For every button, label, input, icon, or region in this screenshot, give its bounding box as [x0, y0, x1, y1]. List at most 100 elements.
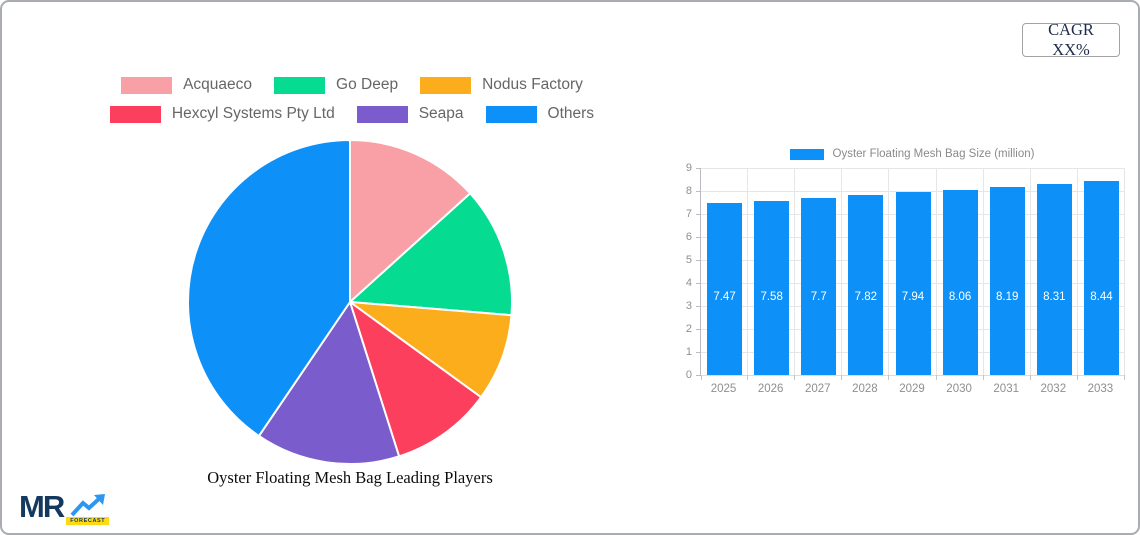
- v-gridline: [841, 168, 843, 375]
- y-tick-mark: [696, 168, 701, 169]
- h-gridline: [701, 191, 1125, 192]
- y-tick-mark: [696, 191, 701, 192]
- v-gridline: [1124, 168, 1125, 375]
- bar-2032[interactable]: 8.31: [1036, 183, 1072, 375]
- x-tick-mark: [794, 375, 796, 380]
- bar-value-label: 8.31: [1043, 291, 1066, 303]
- h-gridline: [701, 168, 1125, 169]
- pie-legend-item-seapa[interactable]: Seapa: [356, 105, 464, 123]
- bar-legend[interactable]: Oyster Floating Mesh Bag Size (million): [700, 148, 1124, 160]
- bar-2028[interactable]: 7.82: [848, 195, 884, 375]
- x-tick-mark: [935, 375, 937, 380]
- bar-value-label: 7.47: [713, 291, 736, 303]
- y-tick-label: 0: [685, 369, 692, 381]
- bar-2027[interactable]: 7.7: [801, 197, 837, 375]
- y-tick-label: 6: [685, 231, 692, 243]
- pie-legend: Acquaeco Go Deep Nodus Factory Hexcyl Syste…: [90, 76, 614, 123]
- bar-2033[interactable]: 8.44: [1083, 180, 1119, 375]
- v-gridline: [794, 168, 796, 375]
- legend-label: Go Deep: [336, 76, 399, 93]
- mrforecast-logo: MR FORECAST: [19, 490, 110, 525]
- pie-slice-acquaeco[interactable]: [349, 138, 472, 305]
- v-gridline: [747, 168, 749, 375]
- y-tick-label: 1: [685, 346, 692, 358]
- bar-2031[interactable]: 8.19: [989, 186, 1025, 375]
- bar-value-label: 7.82: [854, 291, 878, 303]
- bar-2025[interactable]: 7.47: [707, 203, 743, 375]
- logo-art: FORECAST: [66, 494, 110, 525]
- legend-label: Nodus Factory: [482, 76, 583, 93]
- cagr-button[interactable]: CAGR XX%: [1022, 20, 1120, 59]
- y-tick-mark: [696, 260, 701, 261]
- y-tick-mark: [696, 329, 701, 330]
- y-tick-label: 9: [685, 162, 692, 174]
- bar-value-label: 7.7: [810, 291, 827, 303]
- pie-legend-item-acquaeco[interactable]: Acquaeco: [121, 76, 252, 94]
- x-tick-label: 2025: [710, 383, 737, 395]
- y-tick-label: 3: [685, 300, 692, 312]
- x-tick-mark: [1076, 375, 1078, 380]
- trend-arrow-icon: [70, 494, 105, 517]
- v-gridline: [1029, 168, 1031, 375]
- y-tick-label: 8: [685, 185, 692, 197]
- logo-badge: FORECAST: [66, 517, 110, 525]
- y-tick-mark: [696, 306, 701, 307]
- v-gridline: [935, 168, 937, 375]
- v-gridline: [1076, 168, 1078, 375]
- bar-value-label: 8.19: [996, 291, 1019, 303]
- pie-slice-hexcyl-systems-pty-ltd[interactable]: [348, 299, 483, 458]
- x-tick-mark: [1029, 375, 1031, 380]
- y-tick-mark: [696, 375, 701, 376]
- bar-2029[interactable]: 7.94: [895, 192, 931, 375]
- pie-legend-item-nodus-factory[interactable]: Nodus Factory: [420, 76, 583, 94]
- legend-swatch-icon: [109, 105, 161, 123]
- pie-slice-others[interactable]: [186, 138, 351, 438]
- y-tick-label: 2: [685, 323, 692, 335]
- pie-legend-item-go-deep[interactable]: Go Deep: [274, 76, 398, 94]
- legend-label: Seapa: [418, 105, 464, 122]
- x-tick-label: 2033: [1087, 383, 1114, 395]
- x-tick-mark: [841, 375, 843, 380]
- bar-value-label: 7.94: [901, 291, 925, 303]
- bar-value-label: 8.44: [1090, 291, 1113, 303]
- bar-plot-area: 7.47 7.58 7.7 7.82 7.94 8.06 8.19 8.31 8.44: [696, 168, 1125, 380]
- y-tick-mark: [696, 352, 701, 353]
- pie-legend-item-hexcyl-systems-pty-ltd[interactable]: Hexcyl Systems Pty Ltd: [109, 105, 335, 123]
- x-tick-label: 2030: [946, 383, 972, 395]
- x-tick-mark: [747, 375, 749, 380]
- pie-legend-item-others[interactable]: Others: [485, 105, 595, 123]
- legend-label: Acquaeco: [183, 76, 253, 93]
- x-tick-label: 2028: [852, 383, 878, 395]
- bar-y-axis: 0 1 2 3 4 5 6 7 8 9: [666, 162, 692, 381]
- bar-legend-swatch-icon: [789, 148, 824, 160]
- x-tick-label: 2026: [757, 383, 784, 395]
- y-tick-mark: [696, 283, 701, 284]
- pie-chart-title: Oyster Floating Mesh Bag Leading Players: [207, 468, 493, 487]
- y-tick-label: 5: [685, 254, 692, 266]
- pie-slice-seapa[interactable]: [257, 299, 401, 465]
- pie-chart: [186, 138, 513, 465]
- x-tick-label: 2027: [804, 383, 831, 395]
- legend-swatch-icon: [356, 105, 408, 123]
- bar-2030[interactable]: 8.06: [942, 189, 978, 375]
- x-tick-label: 2032: [1040, 383, 1067, 395]
- y-tick-mark: [696, 237, 701, 238]
- bar-legend-label: Oyster Floating Mesh Bag Size (million): [832, 148, 1035, 160]
- legend-swatch-icon: [485, 105, 537, 123]
- bar-value-label: 8.06: [948, 291, 972, 303]
- pie-slice-go-deep[interactable]: [347, 191, 513, 317]
- legend-label: Hexcyl Systems Pty Ltd: [171, 105, 335, 122]
- x-tick-label: 2029: [899, 383, 925, 395]
- bar-value-label: 7.58: [760, 291, 783, 303]
- pie-legend-row: Hexcyl Systems Pty Ltd Seapa Others: [90, 105, 614, 123]
- legend-swatch-icon: [121, 76, 173, 94]
- bar-2026[interactable]: 7.58: [754, 200, 790, 375]
- y-tick-label: 7: [685, 208, 692, 220]
- bar-x-axis: 2025 2026 2027 2028 2029 2030 2031 2032 2033: [700, 383, 1124, 399]
- legend-label: Others: [547, 105, 595, 122]
- legend-swatch-icon: [274, 76, 326, 94]
- x-tick-mark: [701, 375, 702, 380]
- pie-slice-nodus-factory[interactable]: [346, 300, 513, 399]
- v-gridline: [888, 168, 890, 375]
